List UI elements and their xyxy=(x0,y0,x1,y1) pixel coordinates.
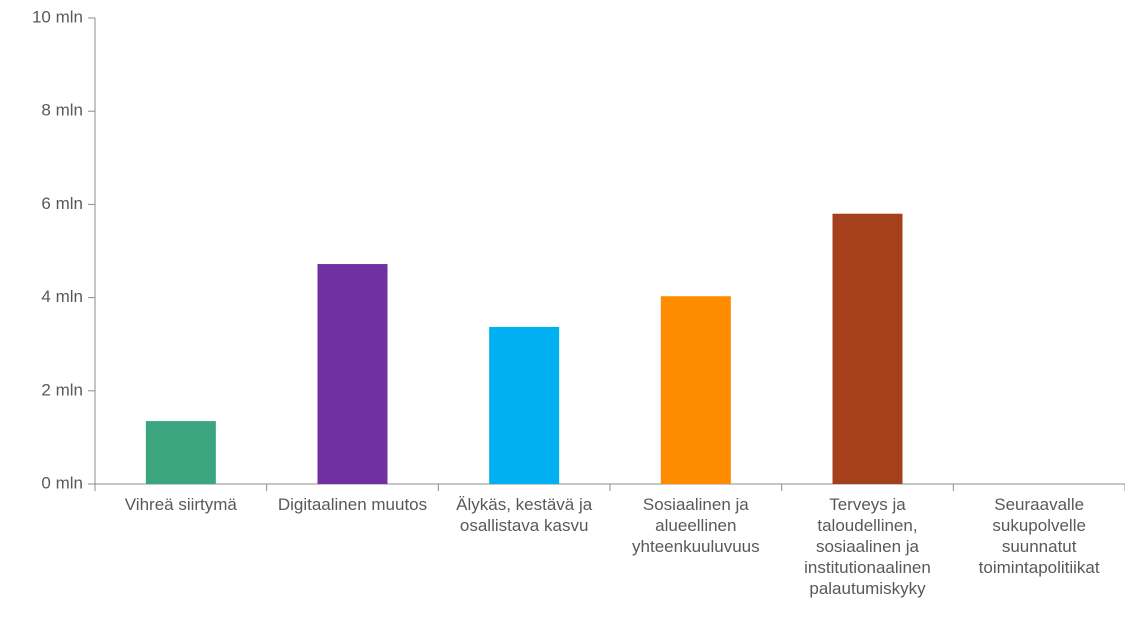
x-tick-label: Sosiaalinen ja alueellinen yhteenkuuluvu… xyxy=(632,495,760,556)
x-tick-label-box: Terveys ja taloudellinen, sosiaalinen ja… xyxy=(804,495,931,598)
bar xyxy=(832,213,903,484)
x-tick-label-box: Älykäs, kestävä ja osallistava kasvu xyxy=(456,495,593,535)
x-tick-label: Seuraavalle sukupolvelle suunnatut toimi… xyxy=(978,495,1100,577)
y-tick-label: 4 mln xyxy=(41,287,83,306)
y-tick-label: 8 mln xyxy=(41,101,83,120)
y-tick-label: 0 mln xyxy=(41,473,83,492)
bar xyxy=(317,264,388,484)
x-tick-label: Terveys ja taloudellinen, sosiaalinen ja… xyxy=(804,495,931,598)
bar xyxy=(145,421,216,484)
bar xyxy=(660,296,731,484)
y-tick-label: 6 mln xyxy=(41,194,83,213)
bar xyxy=(489,326,560,484)
y-tick-label: 10 mln xyxy=(32,7,83,26)
x-tick-label-box: Vihreä siirtymä xyxy=(124,495,237,514)
x-tick-label: Digitaalinen muutos xyxy=(277,495,428,514)
x-tick-label-box: Sosiaalinen ja alueellinen yhteenkuuluvu… xyxy=(632,495,760,556)
x-tick-label: Vihreä siirtymä xyxy=(124,495,237,514)
y-tick-label: 2 mln xyxy=(41,380,83,399)
x-tick-label-box: Digitaalinen muutos xyxy=(277,495,428,514)
x-tick-label-box: Seuraavalle sukupolvelle suunnatut toimi… xyxy=(978,495,1100,577)
x-tick-label: Älykäs, kestävä ja osallistava kasvu xyxy=(456,495,593,535)
